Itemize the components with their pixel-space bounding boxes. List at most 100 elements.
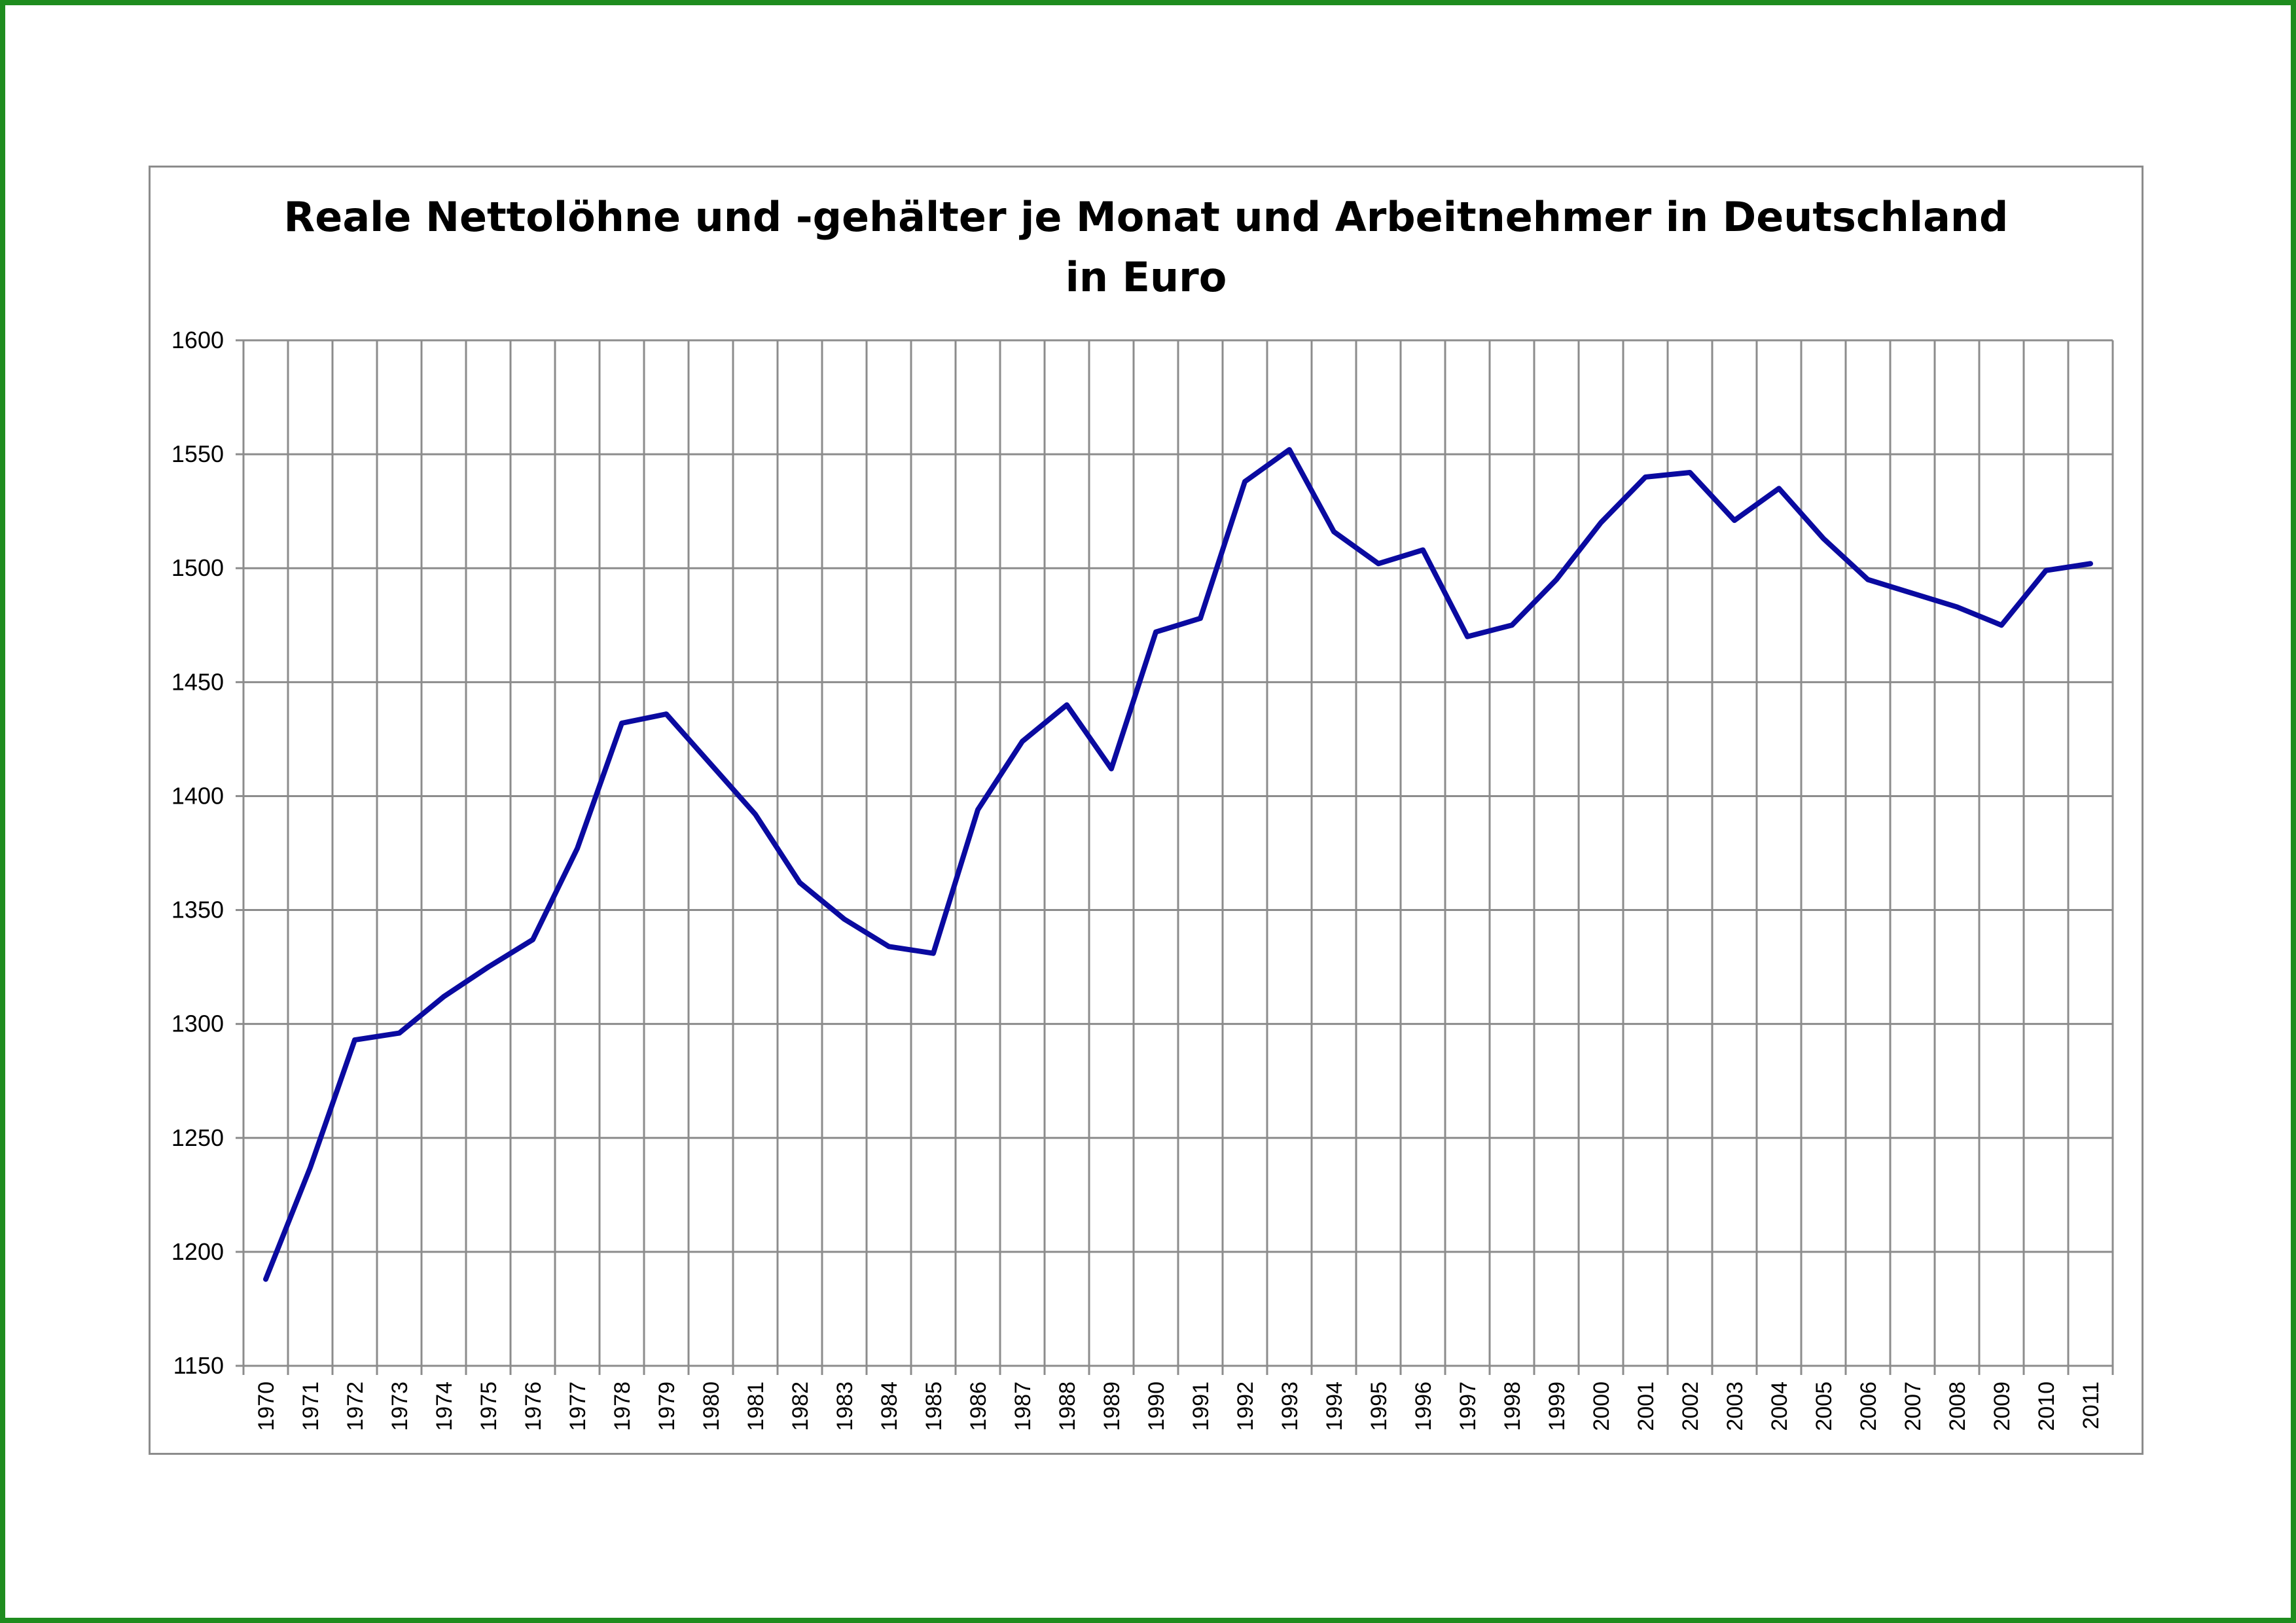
series-layer [263, 447, 2093, 1282]
data-point [798, 881, 801, 884]
data-point [2000, 624, 2003, 627]
data-point [1199, 616, 1202, 620]
data-point [309, 1166, 312, 1169]
data-point [1066, 704, 1068, 707]
x-tick-label: 1990 [1144, 1382, 1169, 1431]
x-tick-label: 1996 [1411, 1382, 1436, 1431]
data-point [1733, 519, 1736, 522]
grid-lines [236, 339, 2114, 1375]
x-tick-label: 1974 [432, 1382, 457, 1431]
data-point [487, 965, 490, 969]
y-tick-label: 1150 [173, 1352, 224, 1379]
x-tick-label: 2005 [1812, 1382, 1837, 1431]
data-point [932, 952, 935, 955]
x-tick-label: 1999 [1545, 1382, 1570, 1431]
x-tick-label: 1982 [788, 1382, 813, 1431]
x-tick-label: 1992 [1233, 1382, 1258, 1431]
x-tick-label: 1991 [1189, 1382, 1213, 1431]
data-point [1155, 630, 1157, 633]
data-point [398, 1031, 401, 1035]
x-tick-label: 2009 [1990, 1382, 2015, 1431]
y-axis-tick-labels: 1150 1200 1250 1300 1350 1400 1450 1500 1550 1600 [171, 327, 224, 1379]
data-point [1867, 578, 1869, 581]
x-tick-label: 1983 [833, 1382, 857, 1431]
x-tick-label: 2007 [1901, 1382, 1926, 1431]
data-point [1911, 592, 1914, 595]
y-tick-label: 1450 [171, 668, 224, 695]
x-tick-label: 2003 [1723, 1382, 1748, 1431]
data-point [620, 722, 623, 725]
x-tick-label: 2006 [1856, 1382, 1881, 1431]
y-tick-label: 1400 [171, 782, 224, 809]
x-tick-label: 1976 [521, 1382, 546, 1431]
x-tick-label: 1997 [1456, 1382, 1480, 1431]
series-line [263, 447, 2093, 1282]
chart-title-line-1: Reale Nettolöhne und -gehälter je Monat … [283, 193, 2009, 241]
data-point [1689, 471, 1691, 474]
x-tick-label: 1986 [966, 1382, 991, 1431]
x-tick-label: 2000 [1589, 1382, 1614, 1431]
line-chart: 1150 1200 1250 1300 1350 1400 1450 1500 1550 1600… [171, 327, 2114, 1431]
data-point [2089, 562, 2092, 565]
data-point [353, 1039, 356, 1042]
y-tick-label: 1200 [171, 1238, 224, 1265]
x-tick-label: 1978 [610, 1382, 635, 1431]
x-tick-label: 2011 [2079, 1382, 2104, 1429]
chart-area: Reale Nettolöhne und -gehälter je Monat … [149, 166, 2144, 1455]
x-tick-label: 1984 [877, 1382, 902, 1431]
y-tick-label: 1600 [171, 327, 224, 353]
data-point [1956, 605, 1958, 609]
y-tick-label: 1550 [171, 440, 224, 467]
data-point [576, 847, 579, 850]
data-point [1244, 480, 1246, 483]
x-axis-tick-labels: 1970 1971 1972 1973 1974 1975 1976 1977 1978 1979… [254, 1382, 2104, 1431]
x-tick-label: 1981 [744, 1382, 768, 1431]
data-point [1778, 487, 1780, 490]
x-tick-label: 2008 [1945, 1382, 1970, 1431]
x-tick-label: 1987 [1011, 1382, 1035, 1431]
x-tick-label: 1977 [565, 1382, 590, 1431]
x-tick-label: 2002 [1678, 1382, 1703, 1431]
data-point [1644, 475, 1647, 478]
data-point [1021, 740, 1024, 743]
data-point [1822, 537, 1825, 540]
x-tick-label: 1988 [1055, 1382, 1080, 1431]
data-point [1422, 548, 1424, 552]
data-point [1333, 530, 1335, 533]
x-tick-label: 1979 [655, 1382, 679, 1431]
data-point [843, 918, 846, 921]
data-point [709, 762, 712, 766]
x-tick-label: 1973 [387, 1382, 412, 1431]
y-tick-label: 1350 [171, 897, 224, 923]
x-tick-label: 1995 [1367, 1382, 1391, 1431]
data-point [1600, 521, 1602, 524]
chart-title: Reale Nettolöhne und -gehälter je Monat … [151, 187, 2142, 308]
x-tick-label: 1998 [1500, 1382, 1525, 1431]
y-tick-label: 1500 [171, 554, 224, 581]
y-tick-label: 1250 [171, 1124, 224, 1151]
x-tick-label: 1972 [343, 1382, 368, 1431]
data-point [442, 995, 445, 998]
data-point [1555, 578, 1558, 581]
x-tick-label: 1975 [476, 1382, 501, 1431]
data-point [1511, 624, 1513, 627]
x-tick-label: 2010 [2034, 1382, 2059, 1431]
x-tick-label: 2001 [1634, 1382, 1659, 1431]
data-point [1110, 767, 1113, 770]
x-tick-label: 1971 [298, 1382, 323, 1431]
data-point [1288, 448, 1291, 452]
x-tick-label: 1989 [1100, 1382, 1124, 1431]
data-point [1377, 562, 1380, 565]
data-point [531, 938, 534, 941]
data-point [977, 808, 979, 812]
data-point [665, 713, 668, 716]
x-tick-label: 1985 [922, 1382, 946, 1431]
x-tick-label: 1980 [699, 1382, 724, 1431]
x-tick-label: 2004 [1767, 1382, 1792, 1431]
x-tick-label: 1993 [1278, 1382, 1302, 1431]
x-tick-label: 1994 [1322, 1382, 1347, 1431]
data-point [1466, 635, 1469, 638]
chart-title-line-2: in Euro [1065, 253, 1227, 301]
data-point [888, 945, 890, 948]
